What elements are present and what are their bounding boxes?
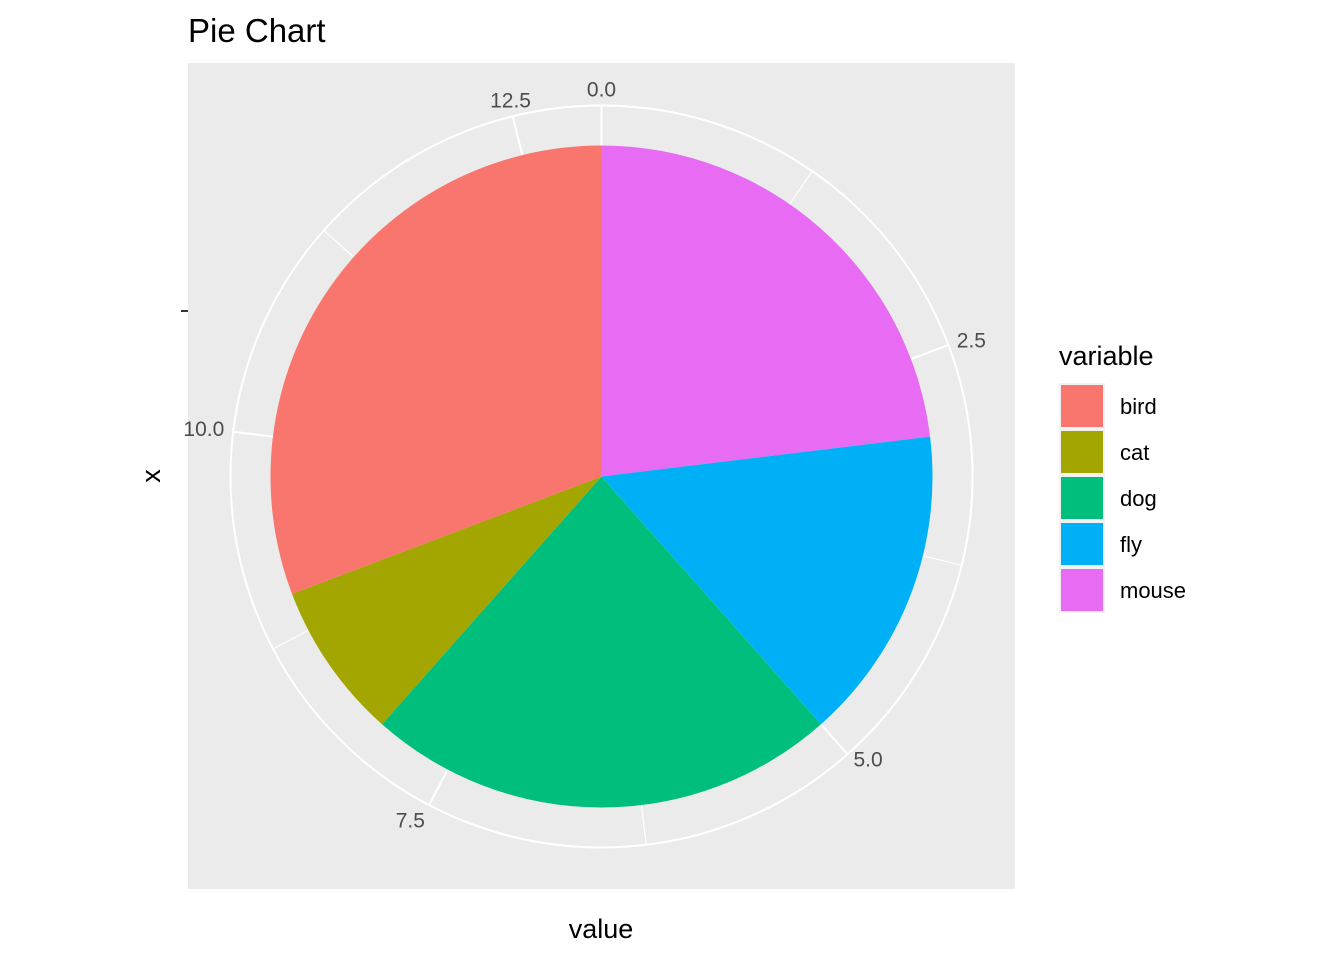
angle-tick-label: 7.5: [396, 809, 425, 832]
legend-key-cat: [1061, 431, 1103, 473]
angle-tick-label: 12.5: [490, 90, 531, 113]
chart-title: Pie Chart: [188, 12, 326, 49]
legend-key-dog: [1061, 477, 1103, 519]
legend-label-bird: bird: [1120, 394, 1157, 419]
legend-key-mouse: [1061, 569, 1103, 611]
pie-slice-mouse: [601, 145, 931, 477]
angle-tick-label: 5.0: [853, 748, 882, 771]
legend-title: variable: [1059, 341, 1154, 371]
pie-slice-fly: [601, 436, 933, 725]
angle-tick-label: 2.5: [957, 329, 986, 352]
slice-layer: [270, 145, 933, 808]
legend-label-fly: fly: [1120, 532, 1142, 557]
pie-slice-cat: [292, 476, 602, 725]
pie-slice-dog: [382, 476, 821, 808]
angle-tick-layer: 0.0 2.5 5.0 7.5 10.0 12.5: [183, 79, 986, 833]
legend-label-mouse: mouse: [1120, 578, 1186, 603]
x-axis-title: value: [569, 914, 634, 944]
y-axis-title: x: [136, 469, 166, 483]
legend-key-bird: [1061, 385, 1103, 427]
legend-key-fly: [1061, 523, 1103, 565]
pie-slice-bird: [270, 145, 602, 594]
legend-label-cat: cat: [1120, 440, 1149, 465]
legend-items: bird cat dog fly mouse: [1059, 383, 1186, 613]
legend: variable bird cat dog fly mouse: [1059, 341, 1186, 613]
legend-label-dog: dog: [1120, 486, 1157, 511]
angle-tick-label: 0.0: [587, 79, 616, 102]
angle-tick-label: 10.0: [183, 418, 224, 441]
